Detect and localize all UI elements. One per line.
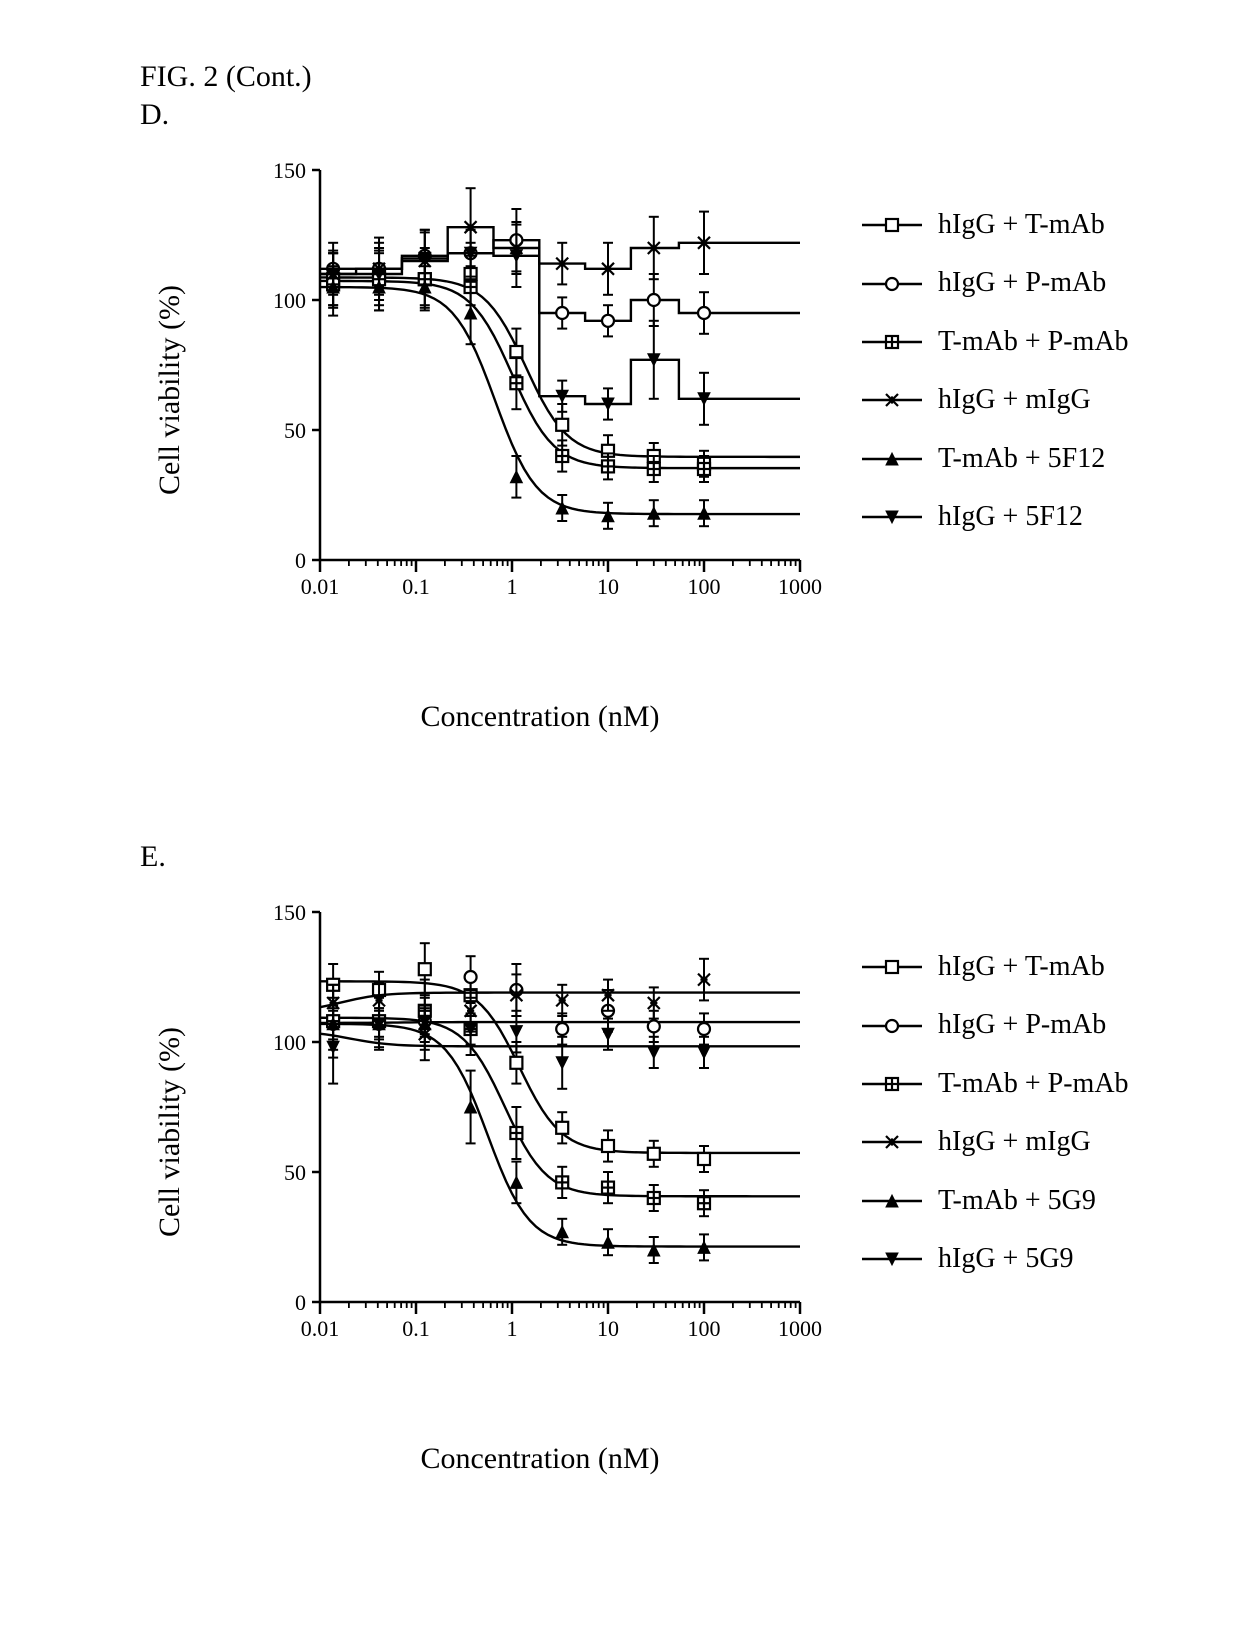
legend-item-label: T-mAb + P-mAb	[938, 317, 1129, 367]
svg-text:0.01: 0.01	[301, 574, 340, 599]
legend-marker-icon	[860, 1069, 924, 1099]
svg-text:1000: 1000	[778, 1316, 822, 1341]
svg-text:10: 10	[597, 1316, 619, 1341]
legend-item-label: hIgG + mIgG	[938, 375, 1091, 425]
legend-marker-icon	[860, 952, 924, 982]
legend-marker-icon	[860, 502, 924, 532]
legend-item-label: hIgG + T-mAb	[938, 942, 1105, 992]
svg-text:150: 150	[273, 158, 306, 183]
panel-d-label: D.	[140, 98, 1180, 132]
legend-item-label: hIgG + T-mAb	[938, 200, 1105, 250]
legend-item-label: hIgG + 5G9	[938, 1234, 1074, 1284]
legend-marker-icon	[860, 385, 924, 415]
legend-item: hIgG + mIgG	[860, 375, 1129, 425]
legend-item-label: T-mAb + 5F12	[938, 434, 1105, 484]
svg-text:1: 1	[507, 574, 518, 599]
svg-text:10: 10	[597, 574, 619, 599]
legend-marker-icon	[860, 1244, 924, 1274]
svg-text:0: 0	[295, 1290, 306, 1315]
svg-text:100: 100	[273, 288, 306, 313]
legend-item-label: hIgG + mIgG	[938, 1117, 1091, 1167]
legend-marker-icon	[860, 1011, 924, 1041]
legend-item-label: T-mAb + P-mAb	[938, 1059, 1129, 1109]
legend-item: hIgG + T-mAb	[860, 200, 1129, 250]
legend-item-label: hIgG + P-mAb	[938, 258, 1106, 308]
x-axis-label: Concentration (nM)	[420, 700, 659, 734]
legend-e: hIgG + T-mAb hIgG + P-mAb T-mAb + P-mAb hIg…	[860, 942, 1129, 1292]
legend-item: T-mAb + P-mAb	[860, 1059, 1129, 1109]
legend-marker-icon	[860, 444, 924, 474]
legend-item: hIgG + T-mAb	[860, 942, 1129, 992]
legend-item-label: hIgG + P-mAb	[938, 1000, 1106, 1050]
y-axis-label: Cell viability (%)	[153, 285, 187, 495]
legend-item: T-mAb + 5F12	[860, 434, 1129, 484]
legend-marker-icon	[860, 1127, 924, 1157]
legend-d: hIgG + T-mAb hIgG + P-mAb T-mAb + P-mAb hIg…	[860, 200, 1129, 550]
legend-item: hIgG + P-mAb	[860, 1000, 1129, 1050]
legend-marker-icon	[860, 210, 924, 240]
svg-text:1: 1	[507, 1316, 518, 1341]
svg-text:100: 100	[273, 1030, 306, 1055]
svg-text:50: 50	[284, 1160, 306, 1185]
figure-title: FIG. 2 (Cont.)	[140, 60, 1180, 94]
legend-item: hIgG + 5F12	[860, 492, 1129, 542]
legend-item: hIgG + 5G9	[860, 1234, 1129, 1284]
legend-item: hIgG + mIgG	[860, 1117, 1129, 1167]
svg-text:150: 150	[273, 900, 306, 925]
svg-text:0: 0	[295, 548, 306, 573]
legend-marker-icon	[860, 327, 924, 357]
x-axis-label: Concentration (nM)	[420, 1442, 659, 1476]
plot-area-e: 0 50 100 150 0.01 0.1 1 10 100 1000	[260, 902, 820, 1362]
y-axis-label: Cell viability (%)	[153, 1027, 187, 1237]
svg-text:100: 100	[688, 1316, 721, 1341]
panel-d: Cell viability (%) 0 50 100 150 0.01 0.1 1 10 10…	[140, 140, 1140, 780]
plot-svg-d: 0 50 100 150 0.01 0.1 1 10 100 1000	[260, 160, 820, 620]
svg-text:50: 50	[284, 418, 306, 443]
page: FIG. 2 (Cont.) D. Cell viability (%) 0 50…	[0, 0, 1240, 1626]
legend-item-label: T-mAb + 5G9	[938, 1176, 1096, 1226]
svg-text:0.01: 0.01	[301, 1316, 340, 1341]
svg-text:0.1: 0.1	[402, 574, 430, 599]
svg-text:1000: 1000	[778, 574, 822, 599]
legend-marker-icon	[860, 1186, 924, 1216]
legend-item-label: hIgG + 5F12	[938, 492, 1083, 542]
panel-e-label: E.	[140, 840, 1180, 874]
legend-marker-icon	[860, 269, 924, 299]
legend-item: hIgG + P-mAb	[860, 258, 1129, 308]
legend-item: T-mAb + 5G9	[860, 1176, 1129, 1226]
svg-text:0.1: 0.1	[402, 1316, 430, 1341]
legend-item: T-mAb + P-mAb	[860, 317, 1129, 367]
plot-svg-e: 0 50 100 150 0.01 0.1 1 10 100 1000	[260, 902, 820, 1362]
plot-area-d: 0 50 100 150 0.01 0.1 1 10 100 1000	[260, 160, 820, 620]
svg-text:100: 100	[688, 574, 721, 599]
panel-e: Cell viability (%) 0 50 100 150 0.01 0.1 1 10 10…	[140, 882, 1140, 1522]
